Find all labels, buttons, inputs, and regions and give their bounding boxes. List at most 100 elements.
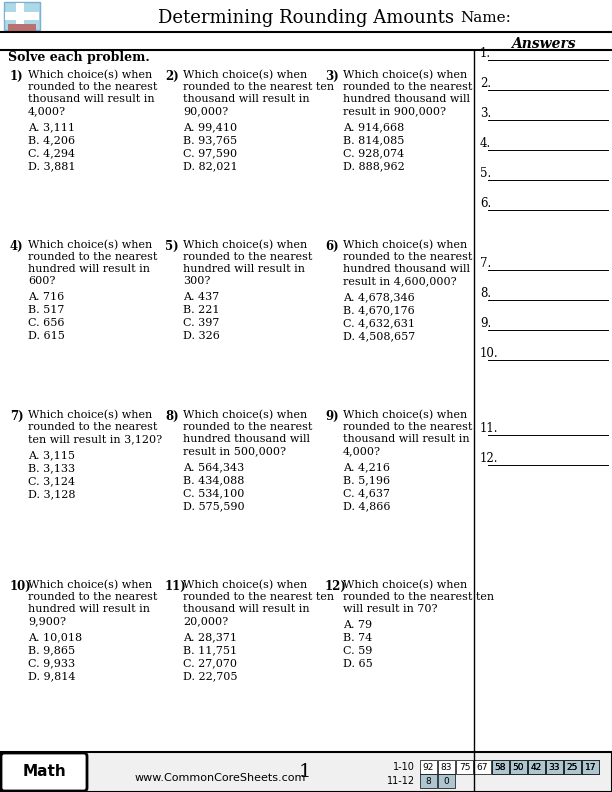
Text: 2): 2) bbox=[165, 70, 179, 83]
Text: A. 3,115: A. 3,115 bbox=[28, 450, 75, 460]
Text: D. 888,962: D. 888,962 bbox=[343, 161, 405, 171]
FancyBboxPatch shape bbox=[4, 2, 40, 30]
Text: 50: 50 bbox=[513, 763, 524, 771]
Text: 50: 50 bbox=[513, 763, 524, 771]
Text: 3): 3) bbox=[325, 70, 339, 83]
Text: thousand will result in: thousand will result in bbox=[183, 604, 310, 614]
Text: Which choice(s) when: Which choice(s) when bbox=[28, 410, 152, 421]
Text: C. 4,294: C. 4,294 bbox=[28, 148, 75, 158]
Text: A. 4,678,346: A. 4,678,346 bbox=[343, 292, 415, 302]
Text: D. 65: D. 65 bbox=[343, 659, 373, 669]
FancyBboxPatch shape bbox=[546, 760, 563, 774]
Text: A. 28,371: A. 28,371 bbox=[183, 632, 237, 642]
Text: rounded to the nearest ten: rounded to the nearest ten bbox=[183, 82, 334, 92]
Text: A. 4,216: A. 4,216 bbox=[343, 462, 390, 472]
Text: result in 500,000?: result in 500,000? bbox=[183, 446, 286, 456]
Text: rounded to the nearest: rounded to the nearest bbox=[28, 592, 157, 602]
Text: 42: 42 bbox=[531, 763, 542, 771]
Text: thousand will result in: thousand will result in bbox=[28, 94, 155, 104]
Text: C. 397: C. 397 bbox=[183, 318, 219, 328]
Text: B. 74: B. 74 bbox=[343, 633, 372, 643]
Text: rounded to the nearest: rounded to the nearest bbox=[28, 252, 157, 262]
Text: 300?: 300? bbox=[183, 276, 211, 286]
Text: 92: 92 bbox=[423, 763, 434, 771]
Text: B. 93,765: B. 93,765 bbox=[183, 135, 237, 145]
Text: 12): 12) bbox=[325, 580, 347, 593]
FancyBboxPatch shape bbox=[582, 760, 599, 774]
FancyBboxPatch shape bbox=[492, 760, 509, 774]
Text: hundred will result in: hundred will result in bbox=[28, 264, 150, 274]
FancyBboxPatch shape bbox=[564, 760, 581, 774]
Text: C. 534,100: C. 534,100 bbox=[183, 488, 244, 498]
Text: 33: 33 bbox=[549, 763, 560, 771]
Text: 10): 10) bbox=[10, 580, 32, 593]
Text: 8: 8 bbox=[425, 776, 431, 786]
FancyBboxPatch shape bbox=[8, 24, 36, 32]
FancyBboxPatch shape bbox=[16, 3, 24, 29]
Text: B. 221: B. 221 bbox=[183, 305, 220, 315]
Text: rounded to the nearest: rounded to the nearest bbox=[28, 82, 157, 92]
Text: rounded to the nearest ten: rounded to the nearest ten bbox=[183, 592, 334, 602]
Text: 5): 5) bbox=[165, 240, 179, 253]
Text: B. 434,088: B. 434,088 bbox=[183, 475, 244, 485]
Text: 67: 67 bbox=[477, 763, 488, 771]
Text: D. 4,866: D. 4,866 bbox=[343, 501, 390, 511]
FancyBboxPatch shape bbox=[582, 760, 599, 774]
FancyBboxPatch shape bbox=[492, 760, 509, 774]
Text: B. 814,085: B. 814,085 bbox=[343, 135, 405, 145]
FancyBboxPatch shape bbox=[420, 760, 437, 774]
Text: 11.: 11. bbox=[480, 422, 499, 435]
Text: Which choice(s) when: Which choice(s) when bbox=[183, 240, 307, 250]
Text: 83: 83 bbox=[441, 763, 452, 771]
Text: A. 99,410: A. 99,410 bbox=[183, 122, 237, 132]
Text: 0: 0 bbox=[444, 776, 449, 786]
Text: result in 4,600,000?: result in 4,600,000? bbox=[343, 276, 457, 286]
Text: 1): 1) bbox=[10, 70, 24, 83]
Text: hundred will result in: hundred will result in bbox=[183, 264, 305, 274]
Text: B. 4,206: B. 4,206 bbox=[28, 135, 75, 145]
Text: 4): 4) bbox=[10, 240, 24, 253]
FancyBboxPatch shape bbox=[474, 760, 491, 774]
Text: C. 9,933: C. 9,933 bbox=[28, 658, 75, 668]
Text: 5.: 5. bbox=[480, 167, 491, 180]
Text: 25: 25 bbox=[567, 763, 578, 771]
Text: 2.: 2. bbox=[480, 77, 491, 90]
Text: A. 79: A. 79 bbox=[343, 620, 372, 630]
Text: Which choice(s) when: Which choice(s) when bbox=[183, 70, 307, 80]
Text: 10.: 10. bbox=[480, 347, 499, 360]
Text: rounded to the nearest: rounded to the nearest bbox=[183, 252, 312, 262]
Text: 7): 7) bbox=[10, 410, 24, 423]
FancyBboxPatch shape bbox=[528, 760, 545, 774]
FancyBboxPatch shape bbox=[528, 760, 545, 774]
FancyBboxPatch shape bbox=[438, 774, 455, 788]
FancyBboxPatch shape bbox=[564, 760, 581, 774]
Text: rounded to the nearest: rounded to the nearest bbox=[28, 422, 157, 432]
Text: Math: Math bbox=[22, 764, 66, 779]
Text: D. 3,128: D. 3,128 bbox=[28, 489, 75, 499]
Text: Which choice(s) when: Which choice(s) when bbox=[343, 240, 467, 250]
Text: D. 22,705: D. 22,705 bbox=[183, 671, 237, 681]
Text: Which choice(s) when: Which choice(s) when bbox=[343, 410, 467, 421]
Text: D. 615: D. 615 bbox=[28, 331, 65, 341]
FancyBboxPatch shape bbox=[438, 760, 455, 774]
Text: 9): 9) bbox=[325, 410, 338, 423]
Text: hundred thousand will: hundred thousand will bbox=[343, 264, 470, 274]
Text: 33: 33 bbox=[549, 763, 560, 771]
Text: 42: 42 bbox=[531, 763, 542, 771]
FancyBboxPatch shape bbox=[456, 760, 473, 774]
Text: B. 11,751: B. 11,751 bbox=[183, 645, 237, 655]
Text: 9,900?: 9,900? bbox=[28, 616, 66, 626]
Text: rounded to the nearest ten: rounded to the nearest ten bbox=[343, 592, 494, 602]
Text: A. 437: A. 437 bbox=[183, 292, 219, 302]
Text: A. 564,343: A. 564,343 bbox=[183, 462, 244, 472]
Text: 58: 58 bbox=[494, 763, 506, 771]
Text: 7.: 7. bbox=[480, 257, 491, 270]
Text: 25: 25 bbox=[567, 763, 578, 771]
Text: 8.: 8. bbox=[480, 287, 491, 300]
Text: Which choice(s) when: Which choice(s) when bbox=[343, 580, 467, 590]
Text: 4,000?: 4,000? bbox=[28, 106, 66, 116]
Text: Name:: Name: bbox=[460, 11, 511, 25]
Text: C. 928,074: C. 928,074 bbox=[343, 148, 405, 158]
FancyBboxPatch shape bbox=[510, 760, 527, 774]
FancyBboxPatch shape bbox=[1, 753, 87, 791]
